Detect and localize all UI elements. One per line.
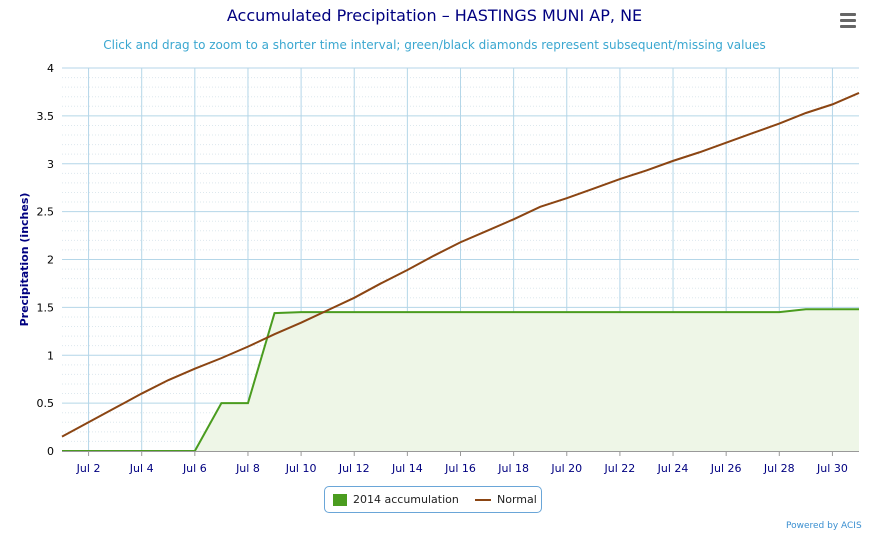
credits-link[interactable]: Powered by ACIS [786,521,862,531]
x-tick-label: Jul 20 [550,462,582,475]
x-tick-label: Jul 28 [763,462,795,475]
menu-bar-1 [840,13,856,16]
y-tick-label: 0 [47,445,54,458]
y-tick-label: 4 [47,62,54,75]
x-tick-label: Jul 22 [604,462,636,475]
menu-bar-2 [840,19,856,22]
y-tick-label: 0.5 [37,397,55,410]
legend-swatch-accumulation [333,493,347,506]
x-tick-label: Jul 8 [235,462,260,475]
menu-bar-3 [840,25,856,28]
x-tick-label: Jul 6 [182,462,207,475]
legend-label-normal: Normal [497,493,537,506]
x-tick-label: Jul 10 [285,462,317,475]
y-axis-title: Precipitation (inches) [18,193,31,327]
x-tick-label: Jul 2 [76,462,101,475]
x-tick-label: Jul 30 [816,462,848,475]
y-tick-label: 3 [47,158,54,171]
normal-line [61,91,860,438]
x-tick-label: Jul 24 [657,462,689,475]
x-tick-label: Jul 14 [391,462,423,475]
chart-legend: 2014 accumulation Normal [324,486,542,513]
y-tick-label: 1.5 [37,301,55,314]
x-tick-label: Jul 4 [129,462,154,475]
x-tick-label: Jul 26 [710,462,742,475]
y-tick-label: 2 [47,254,54,267]
legend-swatch-normal [475,498,491,501]
legend-label-accumulation: 2014 accumulation [353,493,459,506]
chart-title: Accumulated Precipitation – HASTINGS MUN… [226,6,643,25]
chart-subtitle: Click and drag to zoom to a shorter time… [103,38,766,52]
y-tick-label: 3.5 [37,110,55,123]
x-tick-label: Jul 18 [497,462,529,475]
x-tick-label: Jul 16 [444,462,476,475]
x-tick-label: Jul 12 [338,462,370,475]
accumulation-area [62,309,859,451]
hamburger-menu-icon[interactable] [836,10,860,32]
y-tick-label: 2.5 [37,206,55,219]
legend-item-accumulation[interactable]: 2014 accumulation [333,493,459,506]
legend-item-normal[interactable]: Normal [475,493,537,506]
y-tick-label: 1 [47,349,54,362]
